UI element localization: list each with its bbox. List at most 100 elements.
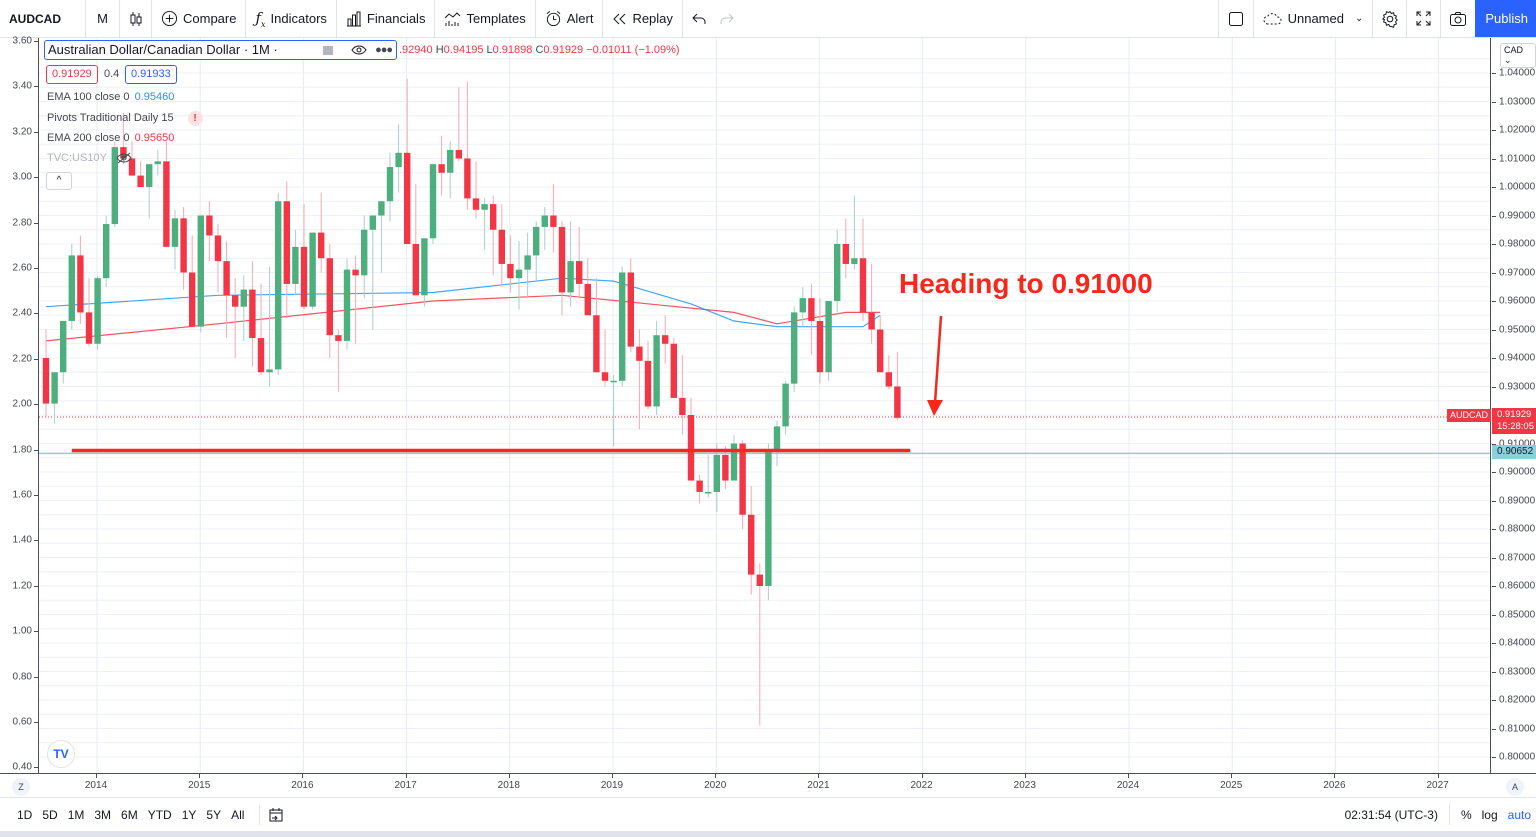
range-button-1y[interactable]: 1Y	[181, 807, 197, 822]
price-tick-label: 0.95000	[1499, 324, 1536, 335]
flag-icon[interactable]	[323, 45, 334, 55]
snapshot-button[interactable]	[1441, 0, 1475, 37]
price-tick-mark	[1492, 301, 1496, 302]
auto-scale-toggle[interactable]: auto	[1507, 808, 1531, 822]
plus-circle-icon	[161, 10, 178, 27]
left-tick-label: 2.20	[12, 353, 32, 365]
candlestick-chart[interactable]	[39, 38, 1491, 773]
more-icon[interactable]: ●●●	[375, 44, 393, 56]
indicator-value: 0.95460	[134, 91, 175, 103]
compare-button[interactable]: Compare	[152, 0, 247, 37]
price-tick-mark	[1492, 757, 1496, 758]
buy-price-button[interactable]: 0.91933	[125, 65, 177, 84]
symbol-search-button[interactable]: AUDCAD	[0, 0, 86, 37]
left-tick-label: 1.80	[12, 444, 32, 456]
tradingview-logo[interactable]: TV	[47, 740, 75, 768]
left-tick-mark	[34, 631, 38, 633]
left-tick-mark	[34, 358, 38, 360]
select-layout-button[interactable]	[1217, 0, 1254, 37]
settings-button[interactable]	[1373, 0, 1408, 37]
annotation-text[interactable]: Heading to 0.91000	[899, 268, 1153, 299]
price-tick-mark	[1492, 187, 1496, 188]
chart-type-button[interactable]	[120, 0, 152, 37]
time-tick-mark	[612, 774, 613, 778]
price-tick-mark	[1492, 728, 1496, 730]
price-tick-mark	[1492, 101, 1496, 103]
undo-icon[interactable]	[692, 13, 706, 25]
interval-button[interactable]: M	[86, 0, 120, 37]
publish-label: Publish	[1485, 11, 1528, 26]
price-tick-label: 0.93000	[1499, 381, 1536, 392]
auto-scale-button[interactable]: A	[1506, 778, 1524, 796]
warning-icon[interactable]: !	[187, 111, 203, 126]
left-price-scale[interactable]: 3.60 3.40 3.20 3.00 2.80 2.60 2.40 2.20 2.00 1.80…	[0, 36, 38, 773]
indicators-button[interactable]: ƒx Indicators	[246, 0, 337, 37]
left-tick-mark	[34, 722, 38, 723]
range-button-all[interactable]: All	[231, 807, 245, 822]
log-scale-toggle[interactable]: log	[1481, 808, 1498, 822]
indicator-ema200[interactable]: EMA 200 close 0 0.95650	[47, 132, 174, 144]
price-tick-label: 0.80000	[1499, 751, 1536, 763]
time-tick-label: 2016	[291, 780, 314, 791]
fullscreen-button[interactable]	[1407, 0, 1442, 37]
right-price-scale[interactable]: 1.04000 1.03000 1.02000 1.01000 1.00000 0.990…	[1492, 38, 1536, 773]
eye-crossed-icon[interactable]	[116, 152, 132, 164]
time-tick-mark	[1128, 774, 1129, 778]
series-title[interactable]: Australian Dollar/Canadian Dollar · 1M ·…	[44, 40, 397, 60]
price-tick-label: 1.02000	[1499, 124, 1536, 136]
price-tick-mark	[1492, 73, 1496, 74]
indicator-pivots[interactable]: Pivots Traditional Daily 15!	[47, 111, 203, 126]
layout-name-button[interactable]: Unnamed ⌄	[1254, 0, 1374, 37]
time-tick-mark	[1024, 774, 1026, 778]
left-tick-label: 1.20	[12, 580, 32, 592]
bottom-right-group: 02:31:54 (UTC-3) % log auto	[1340, 798, 1536, 832]
left-tick-label: 1.00	[12, 625, 32, 637]
financials-button[interactable]: Financials	[337, 0, 436, 37]
plot-area[interactable]	[38, 38, 1491, 773]
range-button-5d[interactable]: 5D	[42, 807, 58, 822]
range-button-ytd[interactable]: YTD	[147, 807, 172, 822]
sell-price-button[interactable]: 0.91929	[46, 65, 98, 84]
collapse-legend-button[interactable]: ^	[46, 172, 72, 190]
chart-pane[interactable]: 3.60 3.40 3.20 3.00 2.80 2.60 2.40 2.20 2.00 1.80…	[0, 36, 1536, 773]
time-tick-mark	[818, 774, 820, 778]
spread-value: 0.4	[104, 66, 120, 85]
time-tick-mark	[715, 774, 717, 778]
left-tick-label: 3.00	[12, 171, 32, 183]
replay-button[interactable]: Replay	[603, 0, 683, 37]
zoom-reset-button[interactable]: Z	[12, 778, 30, 796]
clock-timezone[interactable]: 02:31:54 (UTC-3)	[1344, 808, 1438, 822]
left-tick-mark	[34, 585, 38, 587]
currency-selector[interactable]: CAD ⌄	[1500, 43, 1536, 68]
alert-button[interactable]: Alert	[536, 0, 604, 37]
time-axis[interactable]: Z A 2014 2015 2016 2017 2018 2019 2020 2021 2022…	[0, 773, 1536, 797]
time-tick-label: 2024	[1116, 780, 1140, 791]
indicator-us10y[interactable]: TVC:US10Y	[47, 152, 132, 164]
publish-button[interactable]: Publish	[1475, 0, 1536, 37]
goto-date-icon[interactable]	[268, 807, 284, 823]
range-button-5y[interactable]: 5Y	[206, 807, 222, 822]
alarm-clock-icon	[546, 11, 561, 27]
percent-scale-toggle[interactable]: %	[1460, 808, 1472, 822]
indicator-ema100[interactable]: EMA 100 close 0 0.95460	[47, 91, 174, 103]
left-tick-label: 2.60	[12, 262, 32, 274]
range-button-1m[interactable]: 1M	[67, 807, 85, 822]
price-tick-mark	[1492, 472, 1496, 473]
horizontal-line-label[interactable]: 0.90652	[1492, 445, 1536, 459]
date-range-group: 1D 5D 1M 3M 6M YTD 1Y 5Y All	[0, 808, 249, 822]
left-tick-label: 0.40	[12, 761, 32, 773]
indicator-name: EMA 200 close 0	[47, 132, 130, 144]
time-tick-label: 2017	[394, 780, 417, 791]
eye-icon[interactable]	[351, 45, 367, 55]
templates-button[interactable]: Templates	[435, 0, 536, 37]
range-button-6m[interactable]: 6M	[121, 807, 138, 822]
left-tick-label: 2.40	[12, 307, 32, 319]
left-tick-mark	[34, 177, 38, 179]
time-tick-mark	[1231, 774, 1233, 778]
time-tick-label: 2025	[1220, 780, 1243, 791]
price-tick-mark	[1492, 158, 1496, 160]
range-button-1d[interactable]: 1D	[17, 807, 33, 822]
left-tick-label: 0.80	[12, 671, 32, 683]
redo-icon[interactable]	[720, 13, 734, 25]
range-button-3m[interactable]: 3M	[94, 807, 112, 822]
